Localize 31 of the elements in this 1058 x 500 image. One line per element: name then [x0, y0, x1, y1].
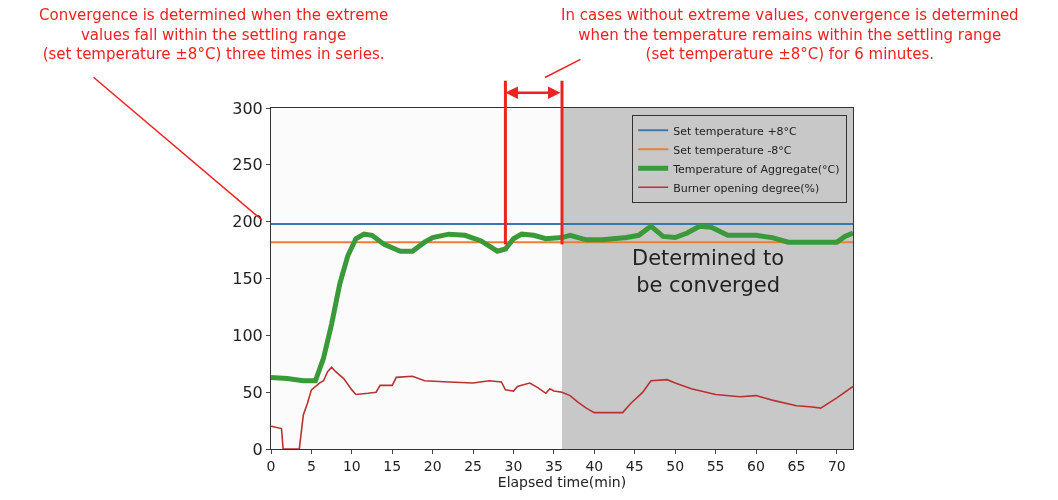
legend-label: Burner opening degree(%) [673, 181, 820, 195]
x-tick-label: 55 [706, 457, 725, 474]
x-tick-label: 30 [504, 457, 523, 474]
y-tick-label: 100 [232, 325, 263, 345]
x-tick-label: 70 [827, 457, 846, 474]
legend-label: Temperature of Aggregate(°C) [672, 162, 840, 176]
legend-label: Set temperature -8°C [673, 143, 792, 157]
x-tick-label: 60 [747, 457, 765, 474]
x-tick-label: 25 [464, 457, 482, 474]
x-tick-label: 65 [787, 457, 806, 474]
x-tick-label: 0 [266, 457, 276, 474]
legend-label: Set temperature +8°C [673, 124, 798, 138]
y-tick-label: 50 [242, 382, 263, 402]
x-tick-label: 35 [545, 457, 563, 474]
y-tick-label: 150 [232, 269, 263, 289]
x-tick-label: 20 [423, 457, 442, 474]
x-tick-label: 10 [342, 457, 361, 474]
y-tick-label: 0 [252, 439, 263, 459]
x-axis-title: Elapsed time(min) [497, 474, 627, 491]
x-tick-label: 45 [625, 457, 644, 474]
line-series [271, 366, 853, 449]
x-tick-label: 15 [383, 457, 402, 474]
x-tick-label: 5 [306, 457, 316, 474]
text: Convergence is determined when the extreme values fall within the settling range (set temperature ±8°C) three times in series. [39, 6, 389, 63]
band-label: Determined to be converged [632, 246, 785, 298]
y-tick-label: 250 [232, 155, 263, 175]
y-tick-label: 200 [232, 212, 263, 232]
x-tick-label: 50 [666, 457, 685, 474]
y-tick-label: 300 [232, 98, 263, 118]
text: In cases without extreme values, convergence is determined when the temperature remains within the settling range (set temperature ±8°C) for 6 minutes. [561, 6, 1019, 63]
x-tick-label: 40 [585, 457, 604, 474]
